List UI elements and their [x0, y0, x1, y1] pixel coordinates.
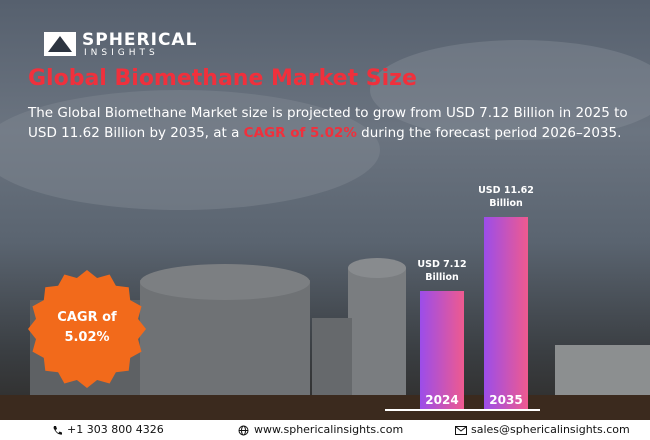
value-label: USD 7.12 Billion — [417, 259, 467, 284]
description: The Global Biomethane Market size is pro… — [28, 103, 628, 143]
logo-mark — [44, 32, 76, 56]
phone: +1 303 800 4326 — [67, 423, 164, 436]
logo-tagline: INSIGHTS — [84, 48, 159, 58]
value-label: USD 11.62 Billion — [478, 185, 534, 209]
description-text: during the forecast period 2026–2035. — [356, 125, 622, 141]
badge — [28, 270, 146, 388]
footer: +1 303 800 4326 www.sphericalinsights.co… — [0, 420, 650, 440]
category-label: 2024 — [425, 393, 459, 407]
bar — [484, 217, 528, 409]
baseline — [385, 409, 540, 411]
description-text: The Global Biomethane Market size is pro… — [28, 105, 628, 141]
category-label: 2035 — [489, 393, 523, 407]
email: sales@sphericalinsights.com — [471, 423, 630, 436]
website: www.sphericalinsights.com — [254, 423, 404, 436]
logo-name: SPHERICAL — [82, 30, 198, 50]
background-scene — [0, 40, 650, 420]
web-icon — [238, 425, 249, 436]
phone-icon — [53, 426, 62, 435]
badge-text: CAGR of 5.02% — [57, 310, 117, 345]
chart: USD 7.12 Billion 2024 USD 11.62 Billion 203… — [417, 185, 534, 409]
mail-icon — [455, 426, 467, 435]
title: Global Biomethane Market Size — [28, 66, 417, 91]
bar — [420, 291, 464, 409]
description-highlight: CAGR of 5.02% — [243, 125, 357, 141]
